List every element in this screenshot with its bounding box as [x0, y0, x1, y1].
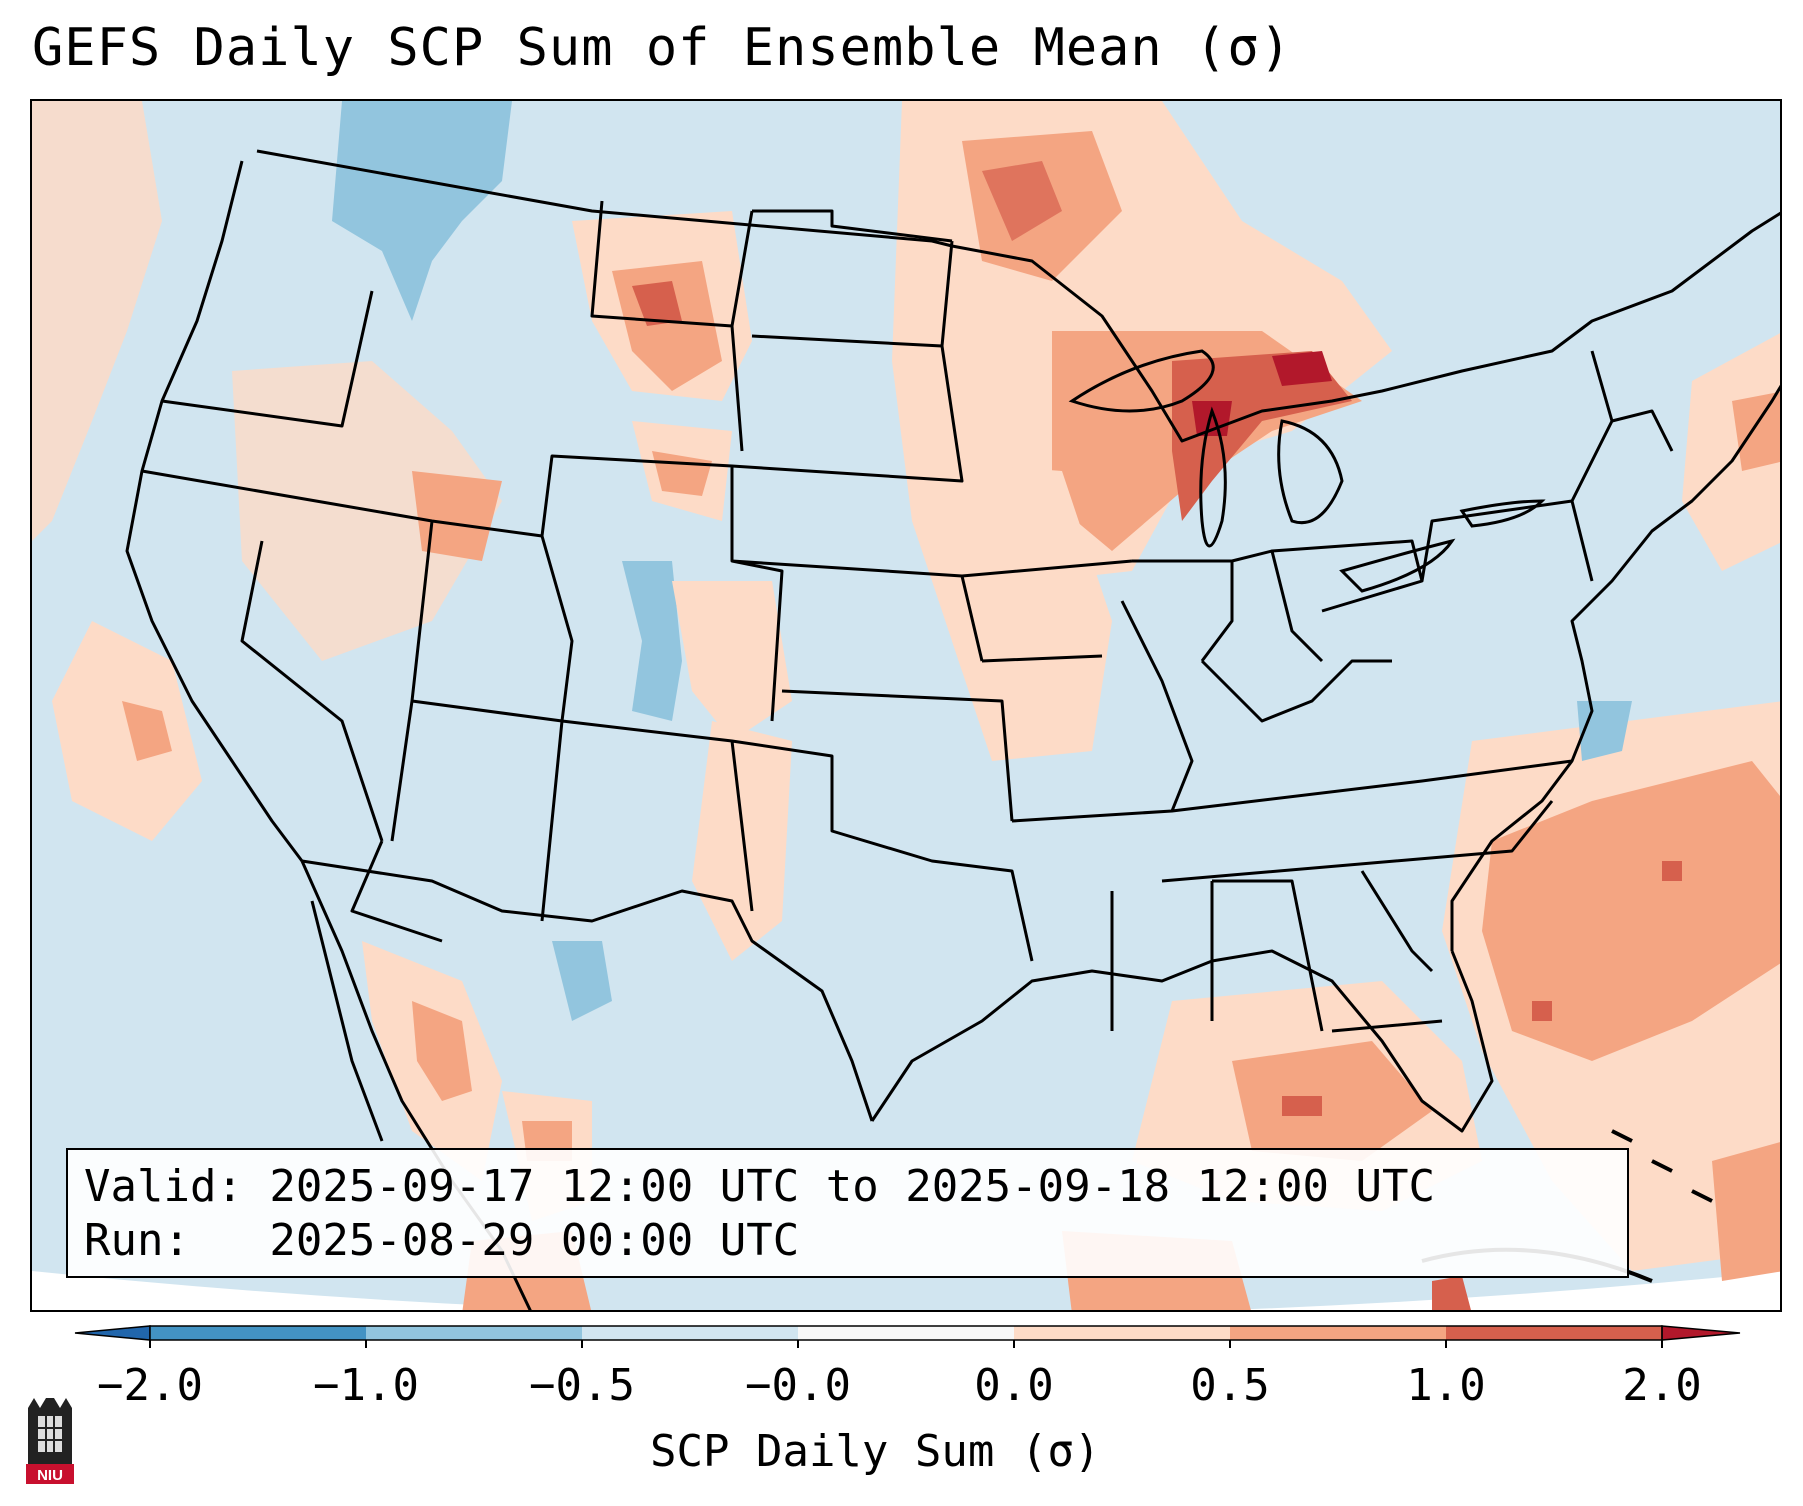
colorbar-outline [149, 1325, 1663, 1341]
map-title: GEFS Daily SCP Sum of Ensemble Mean (σ) [32, 18, 1292, 78]
anomaly-atlantic-peak [1532, 1001, 1552, 1021]
us-mexico-border [301, 859, 874, 1122]
west-coast [125, 160, 304, 862]
colorbar [74, 1325, 1741, 1348]
colorbar-bin [1446, 1326, 1662, 1340]
colorbar-tick-label: 0.0 [974, 1360, 1054, 1411]
lake-superior [1068, 349, 1215, 413]
baja [310, 900, 384, 1142]
anomaly-mexico-west-core [412, 1001, 472, 1101]
us-canada-border [256, 149, 1780, 443]
anomaly-mexico-negative [552, 941, 612, 1021]
colorbar-extend-right [1661, 1325, 1741, 1341]
anomaly-northeast-coast-core [1732, 391, 1780, 471]
colorbar-bin [366, 1326, 582, 1340]
niu-logo-text: NIU [37, 1467, 63, 1484]
anomaly-california-coast [52, 621, 202, 841]
run-time-text: Run: 2025-08-29 00:00 UTC [84, 1215, 800, 1266]
colorbar-bin [582, 1326, 798, 1340]
colorbar-tick-label: 1.0 [1406, 1360, 1486, 1411]
anomaly-gulf-core [1232, 1041, 1432, 1161]
colorbar-tick-label: 2.0 [1622, 1360, 1702, 1411]
colorbar-ticks [149, 1340, 1663, 1348]
great-lakes [1068, 349, 1546, 593]
anomaly-utah [412, 471, 502, 561]
east-coast [1450, 384, 1780, 951]
anomaly-atlantic-core [1482, 761, 1780, 1061]
anomaly-caribbean [1712, 1142, 1780, 1281]
anomaly-michigan-core [1172, 351, 1352, 521]
colorbar-tick-label: −0.0 [745, 1360, 851, 1411]
anomaly-montana-peak [632, 281, 682, 326]
niu-logo: NIU [26, 1398, 74, 1484]
gulf-coast [870, 949, 1494, 1133]
colorbar-tick-label: 0.5 [1190, 1360, 1270, 1411]
colorbar-bin [1014, 1326, 1230, 1340]
colorbar-bin [150, 1326, 366, 1340]
anomaly-gulf-peak [1282, 1096, 1322, 1116]
anomaly-california-coast-core [122, 701, 172, 761]
bahamas [1611, 1129, 1713, 1203]
anomaly-iowa-missouri [932, 461, 1112, 761]
valid-time-text: Valid: 2025-09-17 12:00 UTC to 2025-09-1… [84, 1161, 1436, 1212]
anomaly-south-peak [1432, 1276, 1471, 1310]
anomaly-northeast-coast [1682, 333, 1780, 571]
anomaly-rockies-positive [672, 581, 792, 741]
lake-ontario [1459, 499, 1546, 528]
anomaly-michigan-peak [1272, 351, 1332, 386]
colorbar-label: SCP Daily Sum (σ) [650, 1426, 1101, 1477]
colorbar-tick-label: −0.5 [529, 1360, 635, 1411]
lake-huron [1277, 419, 1344, 524]
anomaly-colorado-negative [622, 561, 682, 721]
anomaly-ontario-core [982, 161, 1062, 241]
state-lines [141, 200, 1674, 1033]
anomaly-pacific-northwest [32, 101, 162, 541]
anomaly-atlantic-peak-2 [1662, 861, 1682, 881]
anomaly-new-mexico [692, 721, 792, 961]
anomaly-saskatchewan-negative [332, 101, 512, 321]
colorbar-extend-left [74, 1325, 151, 1341]
colorbar-bin [798, 1326, 1014, 1340]
colorbar-tick-label: −2.0 [97, 1360, 203, 1411]
colorbar-tick-label: −1.0 [313, 1360, 419, 1411]
colorbar-bin [1230, 1326, 1446, 1340]
lake-michigan [1199, 406, 1227, 548]
valid-run-info-box: Valid: 2025-09-17 12:00 UTC to 2025-09-1… [66, 1148, 1629, 1278]
lake-erie [1339, 538, 1456, 593]
map-panel [30, 99, 1782, 1312]
map-canvas [32, 101, 1780, 1310]
